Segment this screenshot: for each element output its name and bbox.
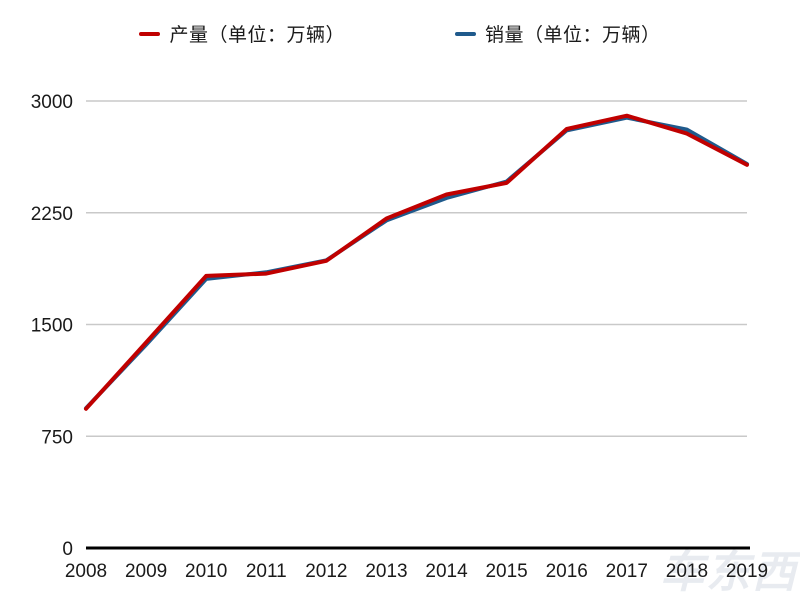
sales-legend-marker (455, 31, 476, 36)
x-axis-label: 2014 (425, 561, 468, 582)
y-axis-label: 2250 (31, 204, 73, 225)
chart-legend: 产量（单位：万辆） 销量（单位：万辆） (0, 20, 800, 47)
y-axis-label: 750 (41, 427, 73, 448)
watermark: 车东西 (660, 548, 798, 597)
x-axis-label: 2010 (185, 561, 227, 582)
series-line-sales (84, 115, 749, 411)
production-legend-label: 产量（单位：万辆） (169, 25, 345, 46)
x-axis-label: 2017 (606, 561, 648, 582)
x-axis-label: 2011 (246, 561, 287, 582)
legend-item-production: 产量（单位：万辆） (139, 20, 345, 47)
x-axis-label: 2019 (726, 561, 768, 582)
x-axis-label: 2008 (65, 561, 107, 582)
y-axis-label: 3000 (31, 92, 73, 113)
sales-legend-label: 销量（单位：万辆） (485, 25, 661, 46)
x-axis-label: 2015 (485, 561, 527, 582)
x-axis-label: 2012 (305, 561, 347, 582)
x-axis-label: 2013 (365, 561, 407, 582)
production-legend-marker (139, 31, 161, 36)
series-line-production (84, 113, 749, 411)
legend-item-sales: 销量（单位：万辆） (455, 20, 661, 47)
x-axis-label: 2018 (666, 561, 708, 582)
y-axis-label: 1500 (31, 316, 73, 337)
x-axis-label: 2016 (546, 561, 588, 582)
x-axis-label: 2009 (125, 561, 167, 582)
y-axis-label: 0 (62, 539, 73, 560)
